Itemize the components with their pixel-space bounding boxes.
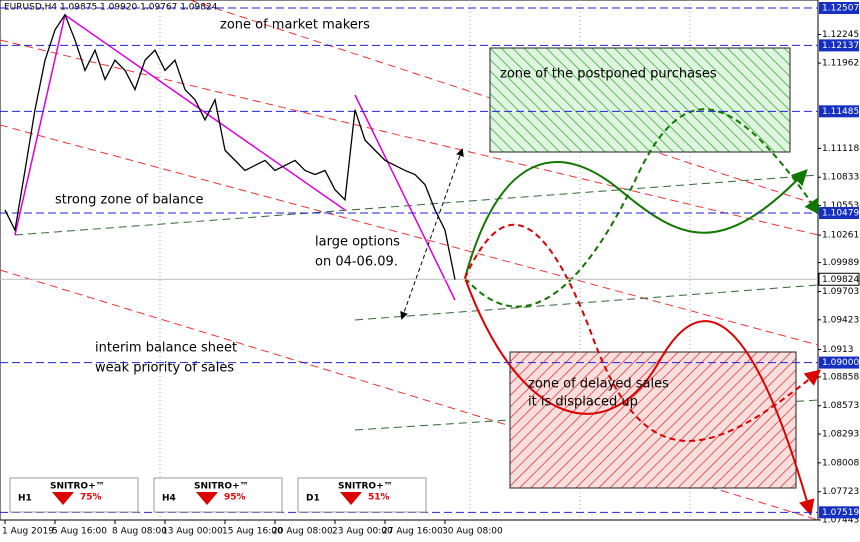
level-box [819,105,859,118]
y-tick-label: 1.07723 [822,487,859,497]
level-box [819,39,859,52]
annotation: weak priority of sales [95,361,234,376]
annotation: on 04-06.09. [315,255,398,270]
annotation: it is displaced up [528,395,638,410]
last-price-box [818,272,860,286]
level-label: 1.12507 [822,3,859,13]
signal-brand: SNITRO+™ [194,482,249,492]
level-label: 1.09000 [822,358,859,368]
y-tick-label: 1.08293 [822,430,859,440]
y-tick-label: 1.09703 [822,287,859,297]
signal-brand: SNITRO+™ [50,482,105,492]
signal-frame [297,477,427,513]
annotation: strong zone of balance [55,193,204,208]
y-tick-label: 1.08573 [822,401,859,411]
y-tick-label: 1.11118 [822,144,859,154]
y-tick-label: 1.0913 [822,345,854,355]
x-tick-label: 20 Aug 08:00 [272,527,333,537]
level-box [819,506,859,519]
x-tick-label: 15 Aug 16:00 [222,527,283,537]
level-box [819,1,859,14]
y-tick-label: 1.10261 [822,231,859,241]
y-tick-label: 1.08008 [822,458,859,468]
x-tick-label: 1 Aug 2019 [2,527,54,537]
y-tick-label: 1.09423 [822,315,859,325]
y-tick-label: 1.07443 [822,516,859,526]
signal-brand: SNITRO+™ [338,482,393,492]
signal-timeframe: H1 [18,494,32,504]
x-tick-label: 5 Aug 16:00 [52,527,107,537]
annotation: zone of delayed sales [528,377,669,392]
signal-arrow [52,492,74,505]
signal-arrow [340,492,362,505]
x-tick-label: 23 Aug 00:00 [332,527,393,537]
y-tick-label: 1.11962 [822,59,859,69]
signal-value: 51% [368,493,390,503]
level-label: 1.07519 [822,508,859,518]
annotation: interim balance sheet [95,341,237,356]
signal-value: 95% [224,493,246,503]
level-box [819,356,859,369]
annotation: zone of the postponed purchases [500,67,717,82]
y-tick-label: 1.10553 [822,201,859,211]
decor [0,0,822,521]
signal-frame [9,477,139,513]
signal-value: 75% [80,493,102,503]
y-tick-label: 1.10833 [822,173,859,183]
level-label: 1.11485 [822,107,859,117]
level-label: 1.10479 [822,209,859,219]
price-line [4,13,456,280]
x-tick-label: 27 Aug 16:00 [382,527,443,537]
signal-timeframe: H4 [162,494,176,504]
x-tick-label: 13 Aug 00:00 [162,527,223,537]
annotation: zone of market makers [220,18,370,33]
signal-timeframe: D1 [306,494,320,504]
last-price-label: 1.09824 [822,275,859,285]
y-tick-label: 1.12245 [822,30,859,40]
x-tick-label: 30 Aug 08:00 [442,527,503,537]
y-tick-label: 1.08858 [822,372,859,382]
x-tick-label: 8 Aug 08:00 [112,527,167,537]
signal-frame [153,477,283,513]
level-box [819,207,859,220]
y-tick-label: 1.09989 [822,258,859,268]
level-label: 1.12137 [822,41,859,51]
signal-arrow [196,492,218,505]
annotation: large options [315,235,400,250]
